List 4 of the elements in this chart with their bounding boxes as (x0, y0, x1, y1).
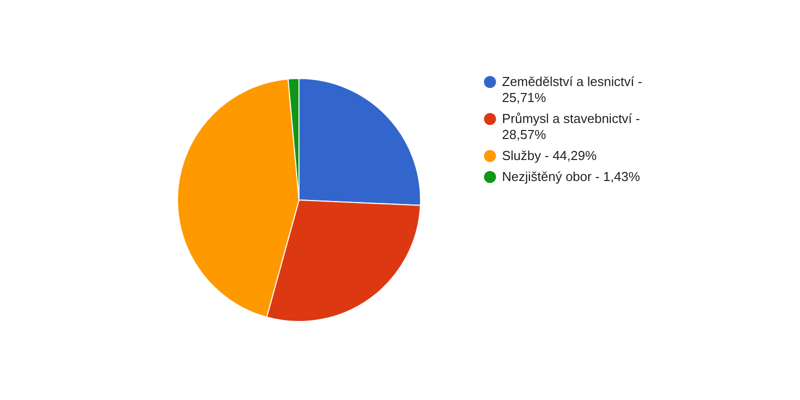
legend-label: Nezjištěný obor - 1,43% (502, 169, 640, 184)
legend-label: Služby - 44,29% (502, 148, 597, 163)
legend-label: Průmysl a stavebnictví - 28,57% (502, 111, 640, 142)
legend-label: Zemědělství a lesnictví - 25,71% (502, 74, 642, 105)
